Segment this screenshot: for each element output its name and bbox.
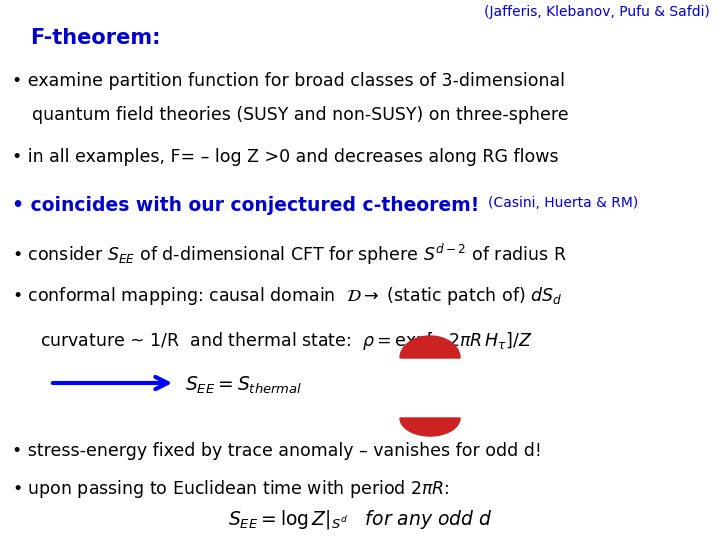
Text: • upon passing to Euclidean time with period $2\pi R$:: • upon passing to Euclidean time with pe…	[12, 478, 449, 500]
Polygon shape	[400, 418, 460, 436]
Text: (Casini, Huerta & RM): (Casini, Huerta & RM)	[488, 196, 638, 210]
Text: • stress-energy fixed by trace anomaly – vanishes for odd d!: • stress-energy fixed by trace anomaly –…	[12, 442, 541, 460]
Text: • coincides with our conjectured c-theorem!: • coincides with our conjectured c-theor…	[12, 196, 480, 215]
Text: $S_{EE} = \log Z|_{S^d}$   for any odd d: $S_{EE} = \log Z|_{S^d}$ for any odd d	[228, 508, 492, 531]
Text: • in all examples, F= – log Z >0 and decreases along RG flows: • in all examples, F= – log Z >0 and dec…	[12, 148, 559, 166]
Text: curvature ~ 1/R  and thermal state:  $\rho = \exp[-2\pi R\,H_\tau]/Z$: curvature ~ 1/R and thermal state: $\rho…	[40, 330, 532, 352]
Text: • conformal mapping: causal domain  $\mathcal{D} \rightarrow$ (static patch of) : • conformal mapping: causal domain $\mat…	[12, 285, 562, 307]
Polygon shape	[400, 336, 460, 358]
Text: F-theorem:: F-theorem:	[30, 28, 161, 48]
Text: quantum field theories (SUSY and non-SUSY) on three-sphere: quantum field theories (SUSY and non-SUS…	[32, 106, 569, 124]
Text: (Jafferis, Klebanov, Pufu & Safdi): (Jafferis, Klebanov, Pufu & Safdi)	[484, 5, 710, 19]
Text: • examine partition function for broad classes of 3-dimensional: • examine partition function for broad c…	[12, 72, 565, 90]
Text: $S_{EE} = S_{thermal}$: $S_{EE} = S_{thermal}$	[185, 375, 302, 396]
Text: • consider $S_{EE}$ of d-dimensional CFT for sphere $S^{d-2}$ of radius R: • consider $S_{EE}$ of d-dimensional CFT…	[12, 242, 567, 267]
